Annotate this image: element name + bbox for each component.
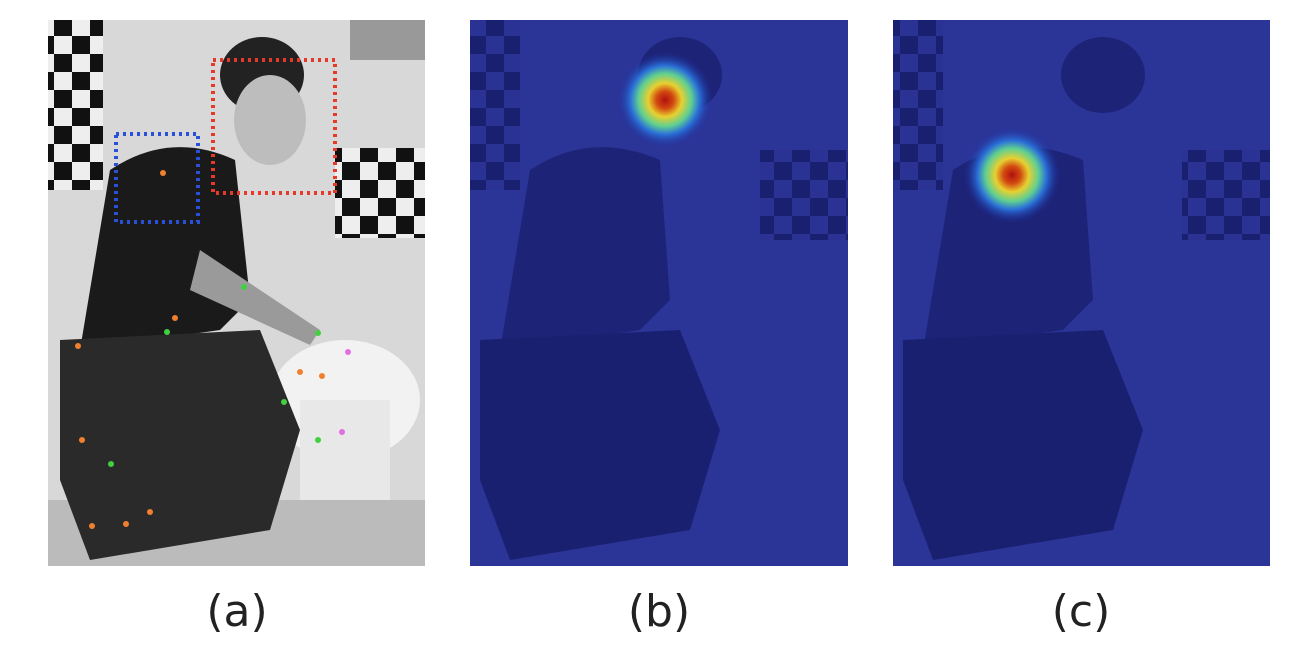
page: (a) (b) (c) (() => { const data = JSON.p… xyxy=(0,0,1292,648)
caption: (b) xyxy=(628,586,690,637)
heatmap-panel xyxy=(470,20,848,566)
photo-panel xyxy=(48,20,425,566)
figure: (a) (b) (c) xyxy=(0,0,1292,648)
heatmap-panel xyxy=(893,20,1270,566)
caption: (a) xyxy=(206,586,267,637)
caption: (c) xyxy=(1052,586,1111,637)
